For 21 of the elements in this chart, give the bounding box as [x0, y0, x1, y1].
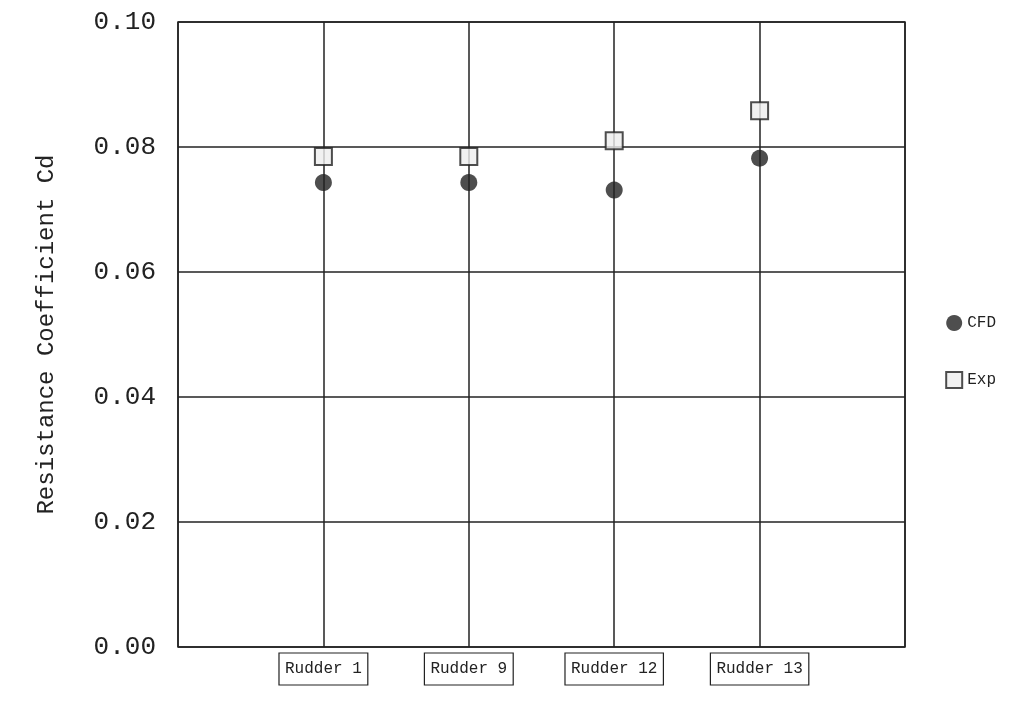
- y-tick-label: 0.04: [93, 382, 156, 412]
- y-tick-label: 0.06: [93, 257, 156, 287]
- point: [314, 174, 332, 192]
- point: [460, 174, 478, 192]
- point: [751, 149, 769, 167]
- y-tick-label: 0.10: [93, 7, 156, 37]
- point: [750, 101, 770, 121]
- x-tick-label: Rudder 9: [430, 660, 508, 678]
- point: [605, 181, 623, 199]
- y-tick-label: 0.08: [93, 132, 156, 162]
- y-axis-title: Resistance Coefficient Cd: [32, 154, 60, 515]
- x-tick-label: Rudder 1: [284, 660, 362, 678]
- x-tick-label: Rudder 12: [570, 660, 658, 678]
- point: [313, 146, 333, 166]
- point: [604, 131, 624, 151]
- y-tick-label: 0.02: [93, 507, 156, 537]
- y-tick-label: 0.00: [93, 632, 156, 662]
- x-tick-label: Rudder 13: [716, 660, 803, 678]
- legend-label: CFD: [967, 314, 997, 332]
- point: [459, 146, 479, 166]
- legend-label: Exp: [967, 371, 997, 389]
